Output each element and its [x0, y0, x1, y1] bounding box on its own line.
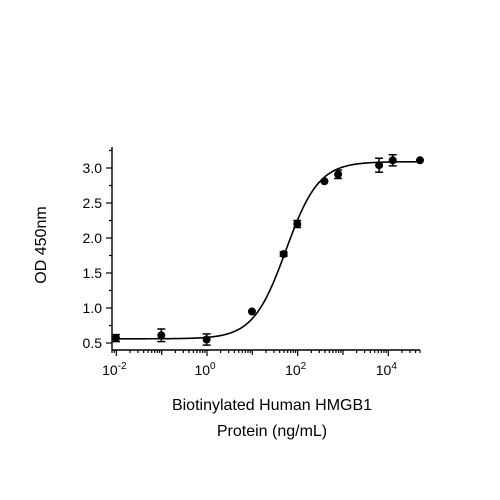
data-point: [202, 333, 211, 346]
point-marker: [416, 156, 424, 165]
data-point: [247, 307, 256, 316]
data-point: [416, 156, 424, 165]
x-axis-title-line1: Biotinylated Human HMGB1: [172, 397, 372, 414]
x-tick-label: 10-2: [102, 361, 127, 378]
point-marker: [279, 250, 288, 259]
point-marker: [293, 220, 302, 228]
data-points: [111, 153, 424, 346]
y-axis: 0.5 1.0 1.5 2.0 2.5 3.0: [83, 147, 113, 351]
point-marker: [375, 161, 384, 170]
point-marker: [334, 170, 343, 179]
point-marker: [247, 307, 256, 316]
point-marker: [388, 156, 397, 165]
data-point: [279, 250, 288, 259]
point-marker: [157, 331, 166, 340]
x-axis: 10-2 100 102 104: [102, 349, 421, 378]
fit-curve: [115, 160, 420, 340]
y-tick-label: 1.5: [83, 265, 103, 281]
y-axis-title: OD 450nm: [33, 206, 50, 283]
point-marker: [111, 334, 120, 343]
data-point: [293, 219, 302, 229]
y-tick-label: 3.0: [83, 160, 103, 176]
y-tick-label: 2.5: [83, 195, 103, 211]
data-point: [111, 333, 120, 343]
point-marker: [202, 335, 211, 344]
x-tick-label: 100: [194, 361, 216, 378]
data-point: [388, 153, 397, 167]
data-point: [375, 157, 384, 173]
x-axis-title-line2: Protein (ng/mL): [217, 423, 327, 440]
x-tick-label: 102: [285, 361, 307, 378]
y-tick-label: 0.5: [83, 335, 103, 351]
data-point: [320, 177, 329, 186]
data-point: [334, 169, 343, 180]
y-tick-label: 2.0: [83, 230, 103, 246]
point-marker: [320, 177, 329, 186]
y-tick-label: 1.0: [83, 300, 103, 316]
data-point: [157, 328, 166, 343]
x-tick-label: 104: [376, 361, 398, 378]
